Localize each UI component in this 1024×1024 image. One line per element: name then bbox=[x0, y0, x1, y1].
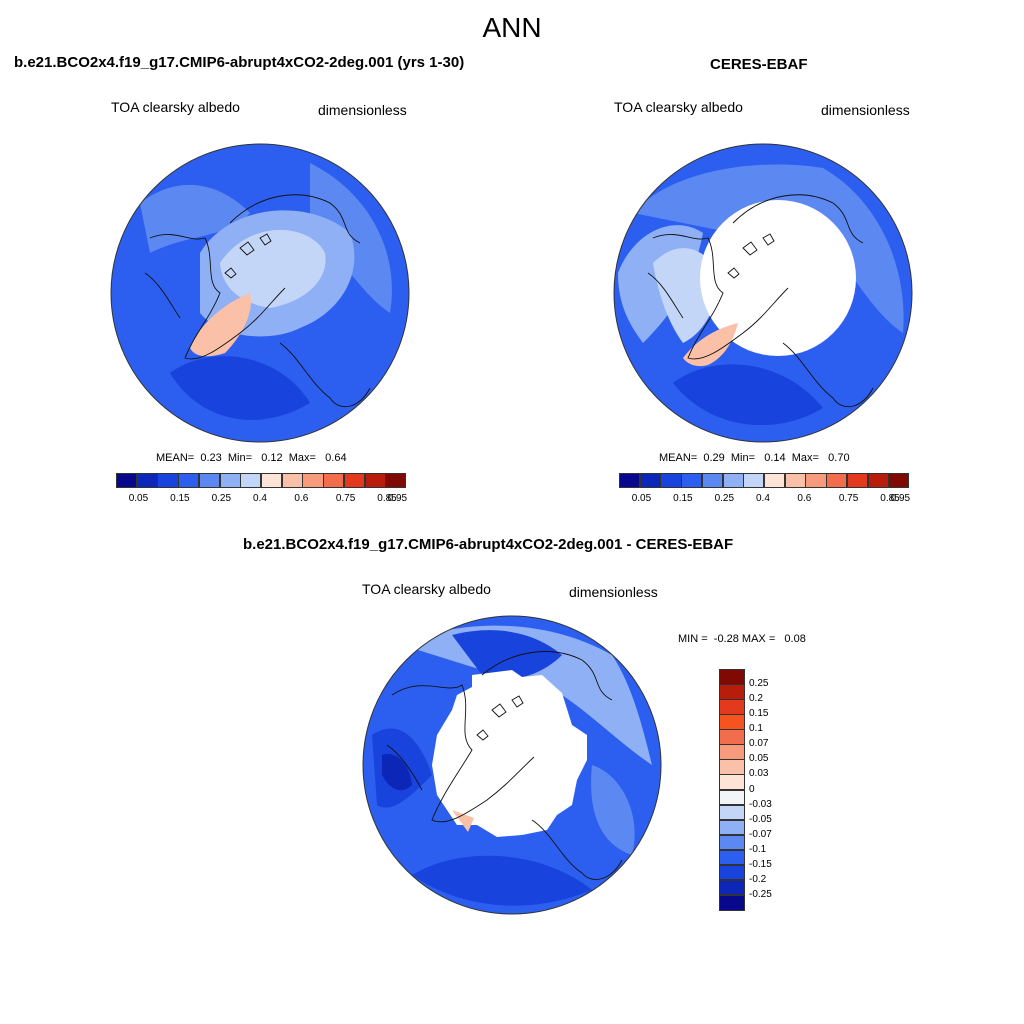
colorbar-tick-label: 0.75 bbox=[838, 493, 859, 504]
colorbar-swatch bbox=[805, 473, 827, 488]
coastline-outline bbox=[647, 194, 874, 408]
obs-variable-label: TOA clearsky albedo bbox=[614, 99, 743, 115]
colorbar-tick-label: 0.05 bbox=[128, 493, 149, 504]
colorbar-swatch bbox=[261, 473, 283, 488]
coastline-outline bbox=[386, 651, 623, 880]
diff-panel-title: b.e21.BCO2x4.f19_g17.CMIP6-abrupt4xCO2-2… bbox=[243, 536, 734, 553]
colorbar-tick-label: 0.25 bbox=[714, 493, 735, 504]
diff-polar-map bbox=[362, 615, 662, 915]
colorbar-swatch bbox=[157, 473, 179, 488]
colorbar-tick-label: 0.85 bbox=[377, 493, 397, 504]
colorbar-tick-label: 0.4 bbox=[756, 493, 770, 504]
colorbar-swatch bbox=[719, 804, 745, 821]
colorbar-swatch bbox=[219, 473, 241, 488]
colorbar-swatch bbox=[619, 473, 641, 488]
colorbar-swatch bbox=[116, 473, 138, 488]
colorbar-swatch bbox=[867, 473, 889, 488]
obs-stats: MEAN= 0.29 Min= 0.14 Max= 0.70 bbox=[659, 452, 850, 464]
colorbar-swatch bbox=[302, 473, 324, 488]
colorbar-tick-label: 0.6 bbox=[797, 493, 812, 504]
colorbar-swatch bbox=[385, 473, 407, 488]
colorbar-swatch bbox=[719, 714, 745, 730]
colorbar-tick-label: 0.25 bbox=[749, 678, 769, 690]
colorbar-tick-label: 0.95 bbox=[890, 493, 911, 504]
colorbar-tick-label: 0 bbox=[749, 783, 755, 795]
colorbar-swatch bbox=[281, 473, 303, 488]
colorbar-tick-label: -0.05 bbox=[749, 813, 772, 825]
model-variable-label: TOA clearsky albedo bbox=[111, 99, 240, 115]
colorbar-swatch bbox=[660, 473, 682, 488]
colorbar-swatch bbox=[639, 473, 661, 488]
colorbar-swatch bbox=[719, 759, 745, 775]
colorbar-tick-label: 0.05 bbox=[631, 493, 652, 504]
colorbar-swatch bbox=[719, 744, 745, 760]
obs-panel-title: CERES-EBAF bbox=[710, 56, 808, 73]
colorbar-tick-label: -0.1 bbox=[749, 843, 767, 855]
colorbar-swatch bbox=[719, 729, 745, 745]
colorbar-swatch bbox=[764, 473, 786, 488]
colorbar-swatch bbox=[719, 864, 745, 881]
colorbar-swatch bbox=[701, 473, 724, 488]
colorbar-tick-label: 0.75 bbox=[335, 493, 356, 504]
colorbar-tick-label: 0.6 bbox=[294, 493, 309, 504]
colorbar-swatch bbox=[323, 473, 345, 488]
colorbar-tick-label: 0.15 bbox=[170, 493, 190, 504]
colorbar-tick-label: 0.1 bbox=[749, 723, 763, 735]
colorbar-tick-label: -0.03 bbox=[749, 798, 772, 810]
colorbar-swatch bbox=[888, 473, 910, 488]
colorbar-tick-label: 0.85 bbox=[880, 493, 900, 504]
model-panel-title: b.e21.BCO2x4.f19_g17.CMIP6-abrupt4xCO2-2… bbox=[14, 54, 465, 71]
colorbar-swatch bbox=[826, 473, 848, 488]
colorbar-swatch bbox=[719, 684, 745, 700]
obs-polar-map bbox=[613, 143, 913, 443]
diff-variable-label: TOA clearsky albedo bbox=[362, 581, 491, 597]
diff-units-label: dimensionless bbox=[569, 584, 658, 600]
coastline-outline bbox=[144, 194, 371, 408]
colorbar-tick-label: 0.95 bbox=[387, 493, 408, 504]
colorbar-tick-label: 0.15 bbox=[749, 708, 769, 720]
model-polar-map bbox=[110, 143, 410, 443]
colorbar-swatch bbox=[784, 473, 806, 488]
colorbar-tick-label: -0.2 bbox=[749, 873, 767, 885]
colorbar-tick-label: -0.07 bbox=[749, 828, 772, 840]
colorbar-swatch bbox=[846, 473, 869, 488]
page-title: ANN bbox=[482, 12, 542, 43]
colorbar-swatch bbox=[136, 473, 158, 488]
colorbar-swatch bbox=[719, 774, 745, 790]
colorbar-swatch bbox=[719, 819, 745, 836]
colorbar-swatch bbox=[719, 894, 745, 911]
colorbar-swatch bbox=[364, 473, 386, 488]
colorbar-swatch bbox=[722, 473, 744, 488]
model-units-label: dimensionless bbox=[318, 102, 407, 118]
colorbar-swatch bbox=[719, 834, 745, 851]
colorbar-swatch bbox=[343, 473, 366, 488]
obs-units-label: dimensionless bbox=[821, 102, 910, 118]
colorbar-tick-label: 0.03 bbox=[749, 768, 769, 780]
colorbar-swatch bbox=[719, 669, 745, 685]
colorbar-tick-label: 0.25 bbox=[211, 493, 232, 504]
colorbar-tick-label: -0.25 bbox=[749, 888, 772, 900]
colorbar-tick-label: 0.15 bbox=[673, 493, 693, 504]
colorbar-swatch bbox=[198, 473, 221, 488]
colorbar-swatch bbox=[240, 473, 262, 488]
colorbar-swatch bbox=[719, 789, 745, 806]
colorbar-swatch bbox=[681, 473, 703, 488]
colorbar-tick-label: 0.2 bbox=[749, 693, 763, 705]
colorbar-swatch bbox=[719, 849, 745, 866]
model-stats: MEAN= 0.23 Min= 0.12 Max= 0.64 bbox=[156, 452, 347, 464]
colorbar-tick-label: 0.05 bbox=[749, 753, 769, 765]
colorbar-swatch bbox=[743, 473, 765, 488]
colorbar-swatch bbox=[719, 879, 745, 896]
colorbar-swatch bbox=[719, 699, 745, 715]
colorbar-tick-label: 0.07 bbox=[749, 738, 769, 750]
colorbar-swatch bbox=[178, 473, 200, 488]
diff-stats: MIN = -0.28 MAX = 0.08 bbox=[678, 633, 806, 645]
colorbar-tick-label: -0.15 bbox=[749, 858, 772, 870]
colorbar-tick-label: 0.4 bbox=[253, 493, 267, 504]
